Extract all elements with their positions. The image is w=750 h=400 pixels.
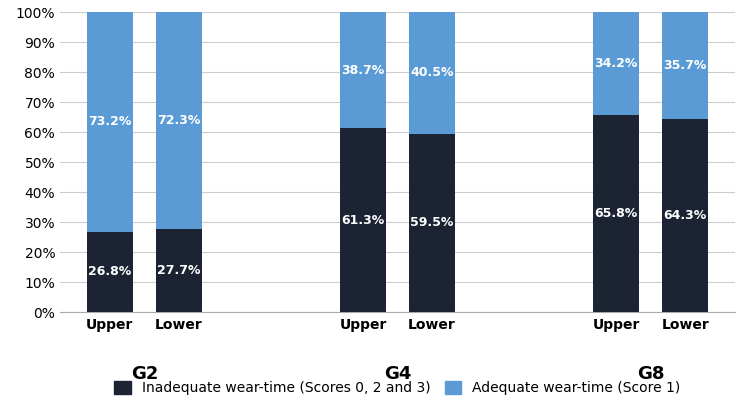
Text: 27.7%: 27.7% [158,264,201,277]
Bar [593,115,639,312]
Text: G8: G8 [637,365,664,383]
Text: 59.5%: 59.5% [410,216,454,229]
Text: 65.8%: 65.8% [595,207,638,220]
Bar [593,12,639,115]
Bar [156,12,202,229]
Text: 73.2%: 73.2% [88,115,131,128]
Text: 40.5%: 40.5% [410,66,454,79]
Text: 35.7%: 35.7% [664,59,706,72]
Text: 34.2%: 34.2% [595,57,638,70]
Bar [409,134,455,312]
Bar [156,229,202,312]
Text: 61.3%: 61.3% [341,214,385,226]
Text: 26.8%: 26.8% [88,265,131,278]
Legend: Inadequate wear-time (Scores 0, 2 and 3), Adequate wear-time (Score 1): Inadequate wear-time (Scores 0, 2 and 3)… [114,381,681,395]
Text: 72.3%: 72.3% [158,114,200,127]
Text: G4: G4 [384,365,411,383]
Bar [662,12,708,119]
Bar [340,12,386,128]
Bar [409,12,455,134]
Bar [340,128,386,312]
Bar [87,12,133,232]
Text: G2: G2 [130,365,158,383]
Text: 64.3%: 64.3% [664,209,706,222]
Text: 38.7%: 38.7% [341,64,385,76]
Bar [87,232,133,312]
Bar [662,119,708,312]
